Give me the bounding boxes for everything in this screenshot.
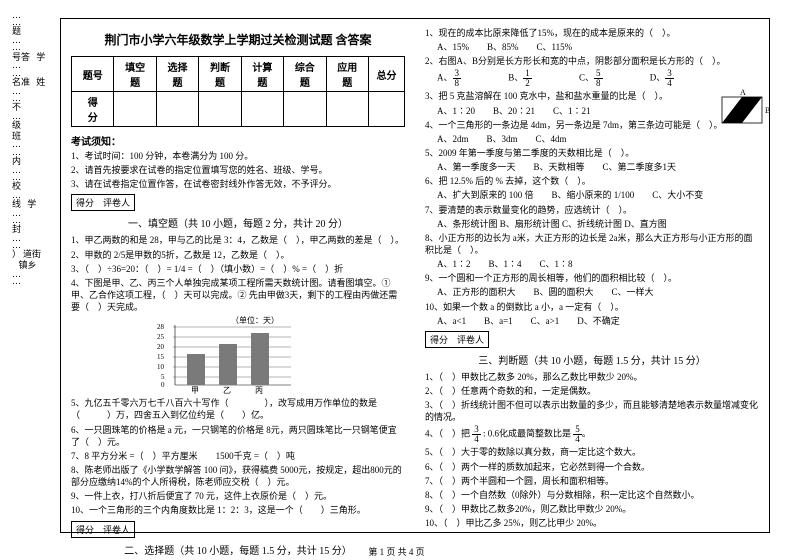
- notice-line: 2、请首先按要求在试卷的指定位置填写您的姓名、班级、学号。: [71, 164, 405, 176]
- q-line: 9、（ ）甲数比乙数多20%，则乙数比甲数少 20%。: [425, 503, 759, 515]
- q-line: 2、右图A、B分别是长方形长和宽的中点，阴影部分面积是长方形的（ ）。: [425, 55, 759, 67]
- svg-text:A: A: [740, 88, 746, 97]
- svg-text:20: 20: [157, 343, 165, 351]
- triangle-figure: A B: [721, 85, 771, 127]
- table-row: 题号填空题 选择题判断题 计算题综合题 应用题总分: [72, 57, 405, 92]
- notice-heading: 考试须知：: [71, 133, 405, 148]
- notice-line: 1、考试时间：100 分钟，本卷满分为 100 分。: [71, 150, 405, 162]
- opt-line: A、2dmB、3dmC、4dm: [437, 133, 759, 145]
- q-line: 6、把 12.5% 后的 % 去掉，这个数（ ）。: [425, 175, 759, 187]
- q-line: 2、甲数的 2/5是甲数的5折，乙数是 12，乙数是（ ）。: [71, 249, 405, 261]
- q-line: 3、把 5 克盐溶解在 100 克水中，盐和盐水重量的比是（ ）。: [425, 90, 759, 102]
- opt-line: A、第一季度多一天B、天数相等C、第二季度多1天: [437, 161, 759, 173]
- q-line: 10、（ ）甲比乙多 25%，则乙比甲少 20%。: [425, 517, 759, 529]
- svg-text:15: 15: [157, 353, 165, 361]
- svg-text:25: 25: [157, 333, 165, 341]
- opt-line: A、扩大到原来的 100 倍B、缩小原来的 1/100C、大小不变: [437, 189, 759, 201]
- opt-line: A、15%B、85%C、115%: [437, 41, 759, 53]
- q-line: 10、一个三角形的三个内角度数比是 1：2：3，这是一个（ ）三角形。: [71, 504, 405, 516]
- q-line: 2、（ ）任意两个奇数的和，一定是偶数。: [425, 385, 759, 397]
- opt-line: A、38 B、12 C、58 D、34: [437, 69, 759, 88]
- opt-line: A、条形统计图 B、扇形统计图 C、折线统计图 D、直方图: [437, 218, 759, 230]
- exam-sheet: 荆门市小学六年级数学上学期过关检测试题 含答案 题号填空题 选择题判断题 计算题…: [60, 18, 770, 533]
- chart-unit: （单位：天）: [231, 315, 279, 325]
- svg-text:0: 0: [161, 381, 165, 389]
- q-line: 1、甲乙两数的和是 28，甲与乙的比是 3：4，乙数是（ ），甲乙两数的差是（ …: [71, 234, 405, 246]
- exam-title: 荆门市小学六年级数学上学期过关检测试题 含答案: [71, 31, 405, 48]
- svg-text:甲: 甲: [191, 386, 199, 395]
- binding-gutter: …… 题 …… 号答 学 …… 名准 姓 …… 不 … 级 班 …… 内 …… …: [12, 12, 56, 532]
- svg-text:丙: 丙: [255, 386, 263, 395]
- q-line: 8、（ ）一个自然数（0除外）与分数相除，积一定比这个自然数小。: [425, 489, 759, 501]
- q-line: 3、（ ）÷36=20：（ ）= 1/4 =（ ）（填小数）=（ ）% =（ ）…: [71, 263, 405, 275]
- section3-title: 三、判断题（共 10 小题，每题 1.5 分，共计 15 分）: [425, 352, 759, 367]
- q-line: 9、一个圆和一个正方形的周长相等，他们的面积相比较（ ）。: [425, 272, 759, 284]
- q-line: 8、小正方形的边长为 a米，大正方形的边长是 2a米，那么大正方形与小正方形的面…: [425, 232, 759, 256]
- svg-text:28: 28: [157, 323, 165, 331]
- table-row: 得 分: [72, 92, 405, 127]
- q-line: 6、一只圆珠笔的价格是 a 元，一只钢笔的价格是 8元，两只圆珠笔比一只钢笔便宜…: [71, 424, 405, 448]
- scorer-box: 得分 评卷人: [71, 521, 135, 538]
- section1-title: 一、填空题（共 10 小题，每题 2 分，共计 20 分）: [71, 215, 405, 230]
- q-line: 5、（ ）大于零的数除以真分数，商一定比这个数大。: [425, 446, 759, 458]
- q-line: 4、一个三角形的一条边是 4dm，另一条边是 7dm，第三条边可能是（ ）。: [425, 119, 759, 131]
- svg-text:乙: 乙: [223, 386, 231, 395]
- q-line: 3、（ ）折线统计图不但可以表示出数量的多少，而且能够清楚地表示数量增减变化的情…: [425, 399, 759, 423]
- q-line: 4、下图是甲、乙、丙三个人单独完成某项工程所需天数统计图。请看图填空。① 甲、乙…: [71, 277, 405, 313]
- page-footer: 第 1 页 共 4 页: [0, 545, 793, 558]
- right-column: A B 1、现在的成本比原来降低了15%，现在的成本是原来的（ ）。 A、15%…: [415, 19, 769, 532]
- q-line: 7、（ ）两个半圆和一个圆，周长和面积相等。: [425, 475, 759, 487]
- q-line: 7、要清楚的表示数量变化的趋势，应选统计（ ）。: [425, 204, 759, 216]
- svg-text:B: B: [765, 106, 770, 115]
- opt-line: A、正方形的面积大B、圆的面积大C、一样大: [437, 286, 759, 298]
- opt-line: A、1∶20B、20∶21C、1∶21: [437, 105, 759, 117]
- opt-line: A、1∶2B、1∶4C、1∶8: [437, 258, 759, 270]
- q-line: 7、8 平方分米 =（ ）平方厘米 1500千克 =（ ）吨: [71, 450, 405, 462]
- scorer-box: 得分 评卷人: [425, 331, 489, 348]
- q-line: 6、（ ）两个一样的质数加起来，它必然到得一个合数。: [425, 461, 759, 473]
- bar-chart: （单位：天） 28 25 20 15 10 5 0 甲: [151, 315, 301, 395]
- score-table: 题号填空题 选择题判断题 计算题综合题 应用题总分 得 分: [71, 56, 405, 127]
- q-line: 10、如果一个数 a 的倒数比 a 小，a 一定有（ ）。: [425, 301, 759, 313]
- q-line: 9、一件上衣，打八折后便宜了 70 元，这件上衣原价是（ ）元。: [71, 490, 405, 502]
- q-line: 4、（ ）把 34 : 0.6化成最简整数比是 54。: [425, 425, 759, 444]
- scorer-box: 得分 评卷人: [71, 194, 135, 211]
- notice-line: 3、请在试卷指定位置作答，在试卷密封线外作答无效，不予评分。: [71, 178, 405, 190]
- q-line: 1、现在的成本比原来降低了15%，现在的成本是原来的（ ）。: [425, 27, 759, 39]
- svg-text:5: 5: [161, 373, 165, 381]
- left-column: 荆门市小学六年级数学上学期过关检测试题 含答案 题号填空题 选择题判断题 计算题…: [61, 19, 415, 532]
- q-line: 8、陈老师出版了《小学数学解答 100 问》，获得稿费 5000元，按规定，超出…: [71, 464, 405, 488]
- svg-text:10: 10: [157, 363, 165, 371]
- q-line: 1、（ ）甲数比乙数多 20%，那么乙数比甲数少 20%。: [425, 371, 759, 383]
- q-line: 5、九亿五千零六万七千八百六十写作（ ），改写成用万作单位的数是（ ）万，四舍五…: [71, 397, 405, 421]
- opt-line: A、a<1B、a=1C、a>1D、不确定: [437, 315, 759, 327]
- q-line: 5、2009 年第一季度与第二季度的天数相比是（ ）。: [425, 147, 759, 159]
